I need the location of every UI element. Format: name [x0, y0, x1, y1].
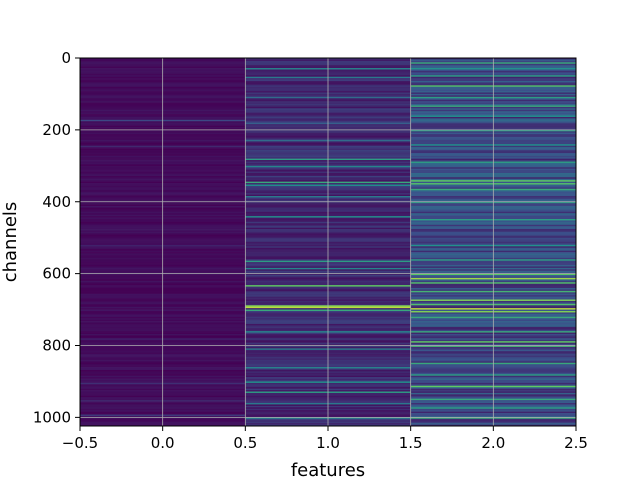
y-tick-label: 400 [42, 193, 71, 211]
grid-lines [80, 58, 576, 426]
y-tick-label: 1000 [33, 408, 71, 426]
x-tick-label: 0.0 [151, 434, 175, 452]
plot-area [80, 58, 576, 426]
x-tick-label: 0.5 [233, 434, 257, 452]
y-axis: 0 200 400 600 800 1000 [33, 49, 80, 426]
y-axis-label: channels [0, 202, 21, 283]
x-axis: −0.5 0.0 0.5 1.0 1.5 2.0 2.5 [62, 426, 588, 452]
x-tick-label: 1.0 [316, 434, 340, 452]
y-tick-label: 200 [42, 121, 71, 139]
x-tick-label: −0.5 [62, 434, 98, 452]
x-tick-label: 2.5 [564, 434, 588, 452]
x-tick-label: 1.5 [399, 434, 423, 452]
x-axis-label: features [291, 460, 365, 480]
y-tick-label: 600 [42, 265, 71, 283]
x-tick-label: 2.0 [481, 434, 505, 452]
y-tick-label: 0 [61, 49, 71, 67]
y-tick-label: 800 [42, 337, 71, 355]
